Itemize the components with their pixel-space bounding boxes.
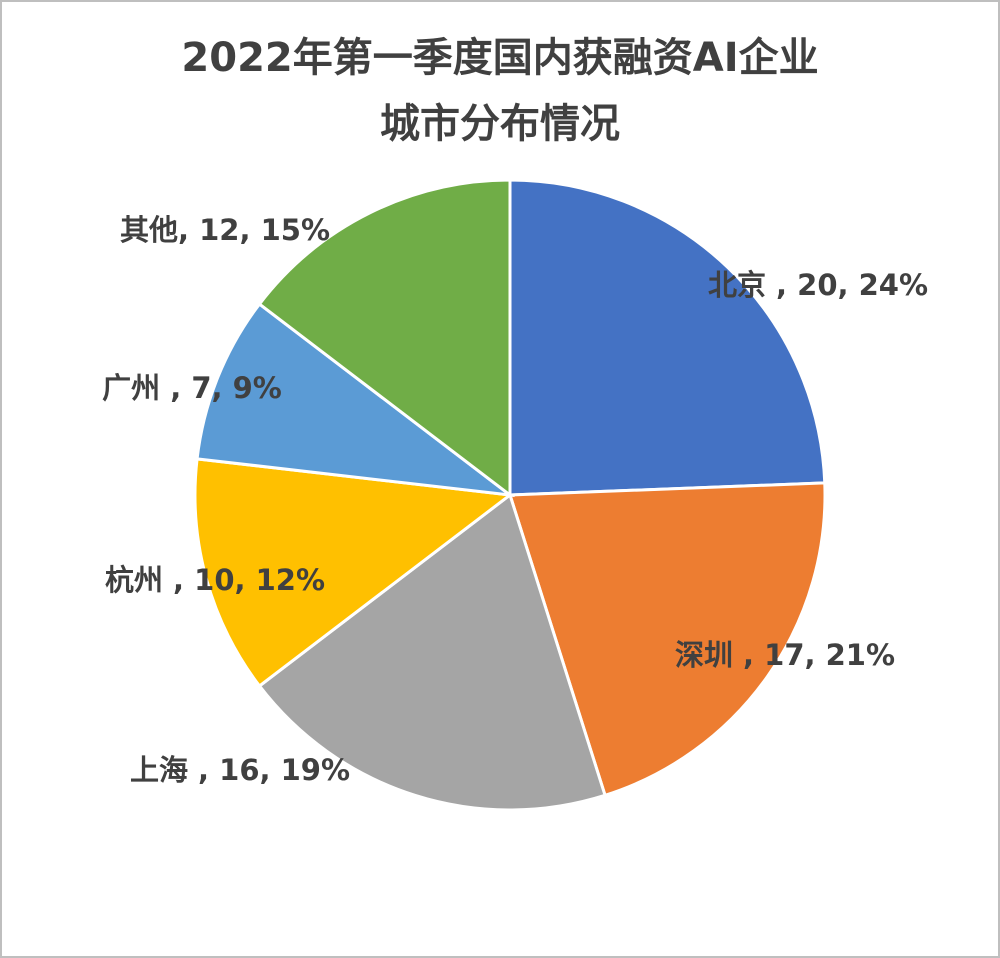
pie-slice [195, 301, 516, 498]
pie-slice [257, 492, 607, 812]
data-label: 上海 , 16, 19% [130, 753, 350, 787]
data-label: 北京 , 20, 24% [708, 268, 928, 302]
pie-slice [508, 178, 827, 497]
data-label: 广州 , 7, 9% [102, 371, 282, 405]
data-label: 其他, 12, 15% [120, 213, 330, 247]
data-label: 杭州 , 10, 12% [105, 563, 325, 597]
data-label: 深圳 , 17, 21% [675, 638, 895, 672]
pie-slice [257, 178, 512, 499]
pie-slice [507, 481, 827, 798]
pie-slice [193, 457, 514, 689]
chart-title: 2022年第一季度国内获融资AI企业 [181, 35, 818, 81]
chart-title: 城市分布情况 [380, 101, 620, 147]
